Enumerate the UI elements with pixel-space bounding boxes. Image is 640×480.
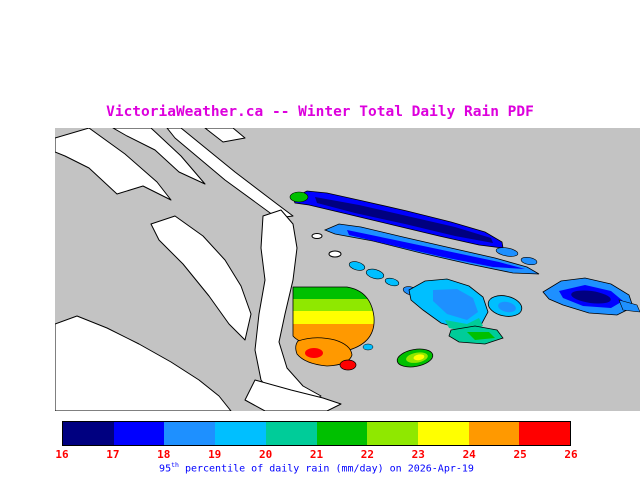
land-group — [55, 128, 342, 411]
page-title: VictoriaWeather.ca -- Winter Total Daily… — [106, 104, 534, 120]
sanjuan-blob2-core — [498, 301, 516, 313]
sanjuan-blob3-green — [467, 332, 495, 340]
rain-map — [55, 128, 640, 411]
land-small-island-2 — [311, 233, 323, 239]
colorbar-labels: 16 17 18 19 20 21 22 23 24 25 26 — [55, 448, 577, 461]
colorbar-tick-label: 21 — [309, 448, 324, 461]
colorbar-tick-label: 24 — [462, 448, 476, 461]
land-saanich-peninsula — [254, 209, 322, 407]
colorbar-segment — [367, 422, 418, 445]
colorbar-tick-label: 18 — [157, 448, 171, 461]
colorbar-segment — [316, 422, 368, 445]
colorbar-segment — [164, 422, 216, 445]
fan-band-chartreuse — [293, 299, 375, 311]
colorbar-segment — [468, 422, 520, 445]
blue-islet-1 — [495, 247, 519, 257]
land-north-wedge — [112, 128, 206, 185]
colorbar-tick-label: 23 — [411, 448, 425, 461]
colorbar-segment — [519, 422, 571, 445]
caption-superscript: th — [171, 461, 179, 469]
red-islet — [339, 359, 357, 371]
colorbar-tick-label: 22 — [360, 448, 375, 461]
victoria-blob-core — [305, 348, 323, 358]
land-victoria-shore — [244, 379, 342, 411]
gulf-streak1-core — [315, 197, 493, 243]
cyan-speck — [362, 343, 374, 351]
colorbar-tick-label: 16 — [55, 448, 69, 461]
land-small-island-1 — [328, 250, 342, 258]
colorbar-tick-label: 25 — [513, 448, 527, 461]
colorbar-segment — [113, 422, 165, 445]
rain-regions — [289, 190, 640, 371]
land-top-islet — [204, 128, 246, 143]
colorbar-tick-label: 26 — [564, 448, 578, 461]
colorbar-segment — [215, 422, 266, 445]
caption-value: 95 — [159, 463, 172, 475]
fan-band-green — [293, 287, 375, 299]
right-blob-core — [571, 290, 611, 304]
fan-band-yellow — [293, 311, 375, 324]
caption-text: percentile of daily rain (mm/day) on 202… — [178, 463, 474, 475]
colorbar-tick-label: 17 — [106, 448, 120, 461]
green-yellow-island — [396, 348, 434, 368]
colorbar-segment — [417, 422, 469, 445]
colorbar-tick-label: 19 — [208, 448, 222, 461]
green-yellow-island-core — [413, 354, 425, 361]
cyan-islet-2 — [365, 268, 385, 280]
land-northwest-wedge — [55, 128, 172, 201]
blue-islet-2 — [520, 256, 538, 266]
sanjuan-blob1-core — [433, 289, 478, 320]
colorbar-tick-label: 20 — [258, 448, 273, 461]
colorbar-segment — [265, 422, 317, 445]
right-blob-tail — [618, 299, 640, 313]
land-vancouver-island — [55, 315, 232, 411]
cyan-islet-3 — [384, 277, 400, 287]
gulf-streak1-green-tip — [289, 191, 309, 203]
cyan-islet-1 — [348, 261, 366, 271]
colorbar-caption: 95th percentile of daily rain (mm/day) o… — [42, 461, 591, 474]
land-coast-sliver — [166, 128, 294, 219]
colorbar-segment — [63, 422, 114, 445]
gulf-streak2-core — [347, 230, 525, 269]
colorbar — [62, 421, 571, 446]
land-malahat-ridge — [150, 215, 252, 341]
